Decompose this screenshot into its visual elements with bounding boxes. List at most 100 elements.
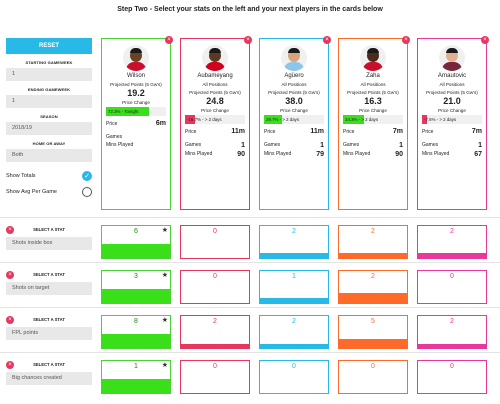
player-card[interactable]: × Wilson Projected Points (5 Gw's) 19.2 …: [101, 36, 173, 210]
player-card[interactable]: × Arnautovic All Positions Projected Poi…: [417, 36, 489, 210]
star-icon: ★: [161, 272, 168, 279]
price-change-fill: [106, 107, 150, 116]
games-row: Games 1: [339, 142, 407, 149]
stat-cell: 6 ★: [101, 225, 171, 259]
player-card[interactable]: × Zaha All Positions Projected Points (5…: [338, 36, 410, 210]
ending-gameweek-label: ENDING GAMEWEEK: [27, 87, 71, 92]
player-avatar: [202, 45, 228, 71]
stat-bar: [260, 344, 328, 348]
price-change-fill: [264, 115, 282, 124]
price-change-bar: -16.7% - > 2 days: [185, 115, 245, 124]
price-change-text: -16.7% - > 2 days: [187, 117, 222, 122]
stat-bar: [339, 293, 407, 303]
remove-player-icon[interactable]: ×: [481, 36, 489, 44]
select-stat-label: SELECT A STAT: [33, 317, 65, 322]
ending-gameweek-input[interactable]: 1: [6, 95, 92, 108]
price-change-label: Price Change: [122, 100, 150, 105]
games-value: 1: [478, 142, 482, 149]
stat-value: 2: [450, 228, 454, 235]
stat-bar: [102, 334, 170, 348]
games-row: Games: [102, 134, 170, 140]
stat-bar: [339, 339, 407, 348]
price-value: 7m: [392, 128, 403, 135]
mins-row: Mins Played 90: [339, 151, 407, 158]
mins-row: Mins Played 67: [418, 151, 486, 158]
price-change-text: 72.3% - Tonight: [108, 109, 139, 114]
stat-cell: 8 ★: [101, 315, 171, 349]
stat-value: 2: [371, 273, 375, 280]
stat-bar: [339, 253, 407, 258]
player-name: Agüero: [284, 73, 304, 79]
stat-select[interactable]: Big chances created: [6, 372, 92, 385]
home-away-label: HOME OR AWAY: [32, 141, 66, 146]
stat-row: × SELECT A STAT Big chances created 1 ★ …: [0, 360, 500, 404]
remove-stat-icon[interactable]: ×: [6, 316, 14, 324]
player-card[interactable]: × Agüero All Positions Projected Points …: [259, 36, 331, 210]
projected-points-value: 19.2: [127, 88, 145, 98]
stat-cell: 0: [259, 360, 329, 394]
price-value: 6m: [155, 120, 166, 127]
player-name: Zaha: [366, 73, 380, 79]
stat-cell: 2: [417, 225, 487, 259]
stat-select[interactable]: FPL points: [6, 327, 92, 340]
season-select[interactable]: 2018/19: [6, 122, 92, 135]
stat-bar: [102, 244, 170, 258]
player-name: Wilson: [126, 73, 145, 79]
show-avg-radio[interactable]: [82, 187, 92, 197]
mins-label: Mins Played: [422, 151, 450, 157]
projected-points-label: Projected Points (5 Gw's): [189, 90, 241, 95]
mins-value: 90: [237, 151, 245, 158]
stat-selector: × SELECT A STAT Shots on target: [6, 270, 92, 295]
games-label: Games: [264, 142, 281, 148]
stat-selector: × SELECT A STAT FPL points: [6, 315, 92, 340]
row-divider: [0, 352, 500, 353]
remove-stat-icon[interactable]: ×: [6, 271, 14, 279]
starting-gameweek-input[interactable]: 1: [6, 68, 92, 81]
price-change-label: Price Change: [201, 108, 229, 113]
games-value: 1: [399, 142, 403, 149]
stat-value: 0: [371, 363, 375, 370]
player-name: Arnautovic: [437, 73, 467, 79]
stat-cell: 0: [338, 360, 408, 394]
remove-player-icon[interactable]: ×: [165, 36, 173, 44]
price-row: Price 11m: [260, 128, 328, 135]
stat-cell: 2: [338, 270, 408, 304]
player-name: Aubameyang: [197, 73, 233, 79]
starting-gameweek-label: STARTING GAMEWEEK: [25, 60, 73, 65]
games-value: 1: [241, 142, 245, 149]
games-value: 1: [320, 142, 324, 149]
player-position: All Positions: [360, 82, 386, 87]
show-totals-radio[interactable]: ✓: [82, 171, 92, 181]
mins-label: Mins Played: [106, 142, 134, 148]
projected-points-value: 24.8: [206, 96, 224, 106]
stat-select[interactable]: Shots inside box: [6, 237, 92, 250]
stat-cell: 0: [180, 270, 250, 304]
games-row: Games 1: [260, 142, 328, 149]
stat-selector: × SELECT A STAT Big chances created: [6, 360, 92, 385]
stat-value: 2: [292, 228, 296, 235]
projected-points-value: 21.0: [443, 96, 461, 106]
price-change-fill: [422, 115, 427, 124]
remove-stat-icon[interactable]: ×: [6, 226, 14, 234]
games-row: Games 1: [418, 142, 486, 149]
projected-points-label: Projected Points (5 Gw's): [110, 82, 162, 87]
remove-player-icon[interactable]: ×: [323, 36, 331, 44]
remove-stat-icon[interactable]: ×: [6, 361, 14, 369]
price-change-bar: 34.3% - > 2 days: [343, 115, 403, 124]
stat-cell: 1: [259, 270, 329, 304]
price-label: Price: [422, 128, 434, 135]
stat-value: 1: [134, 363, 138, 370]
stat-select[interactable]: Shots on target: [6, 282, 92, 295]
stat-value: 6: [134, 228, 138, 235]
show-totals-label: Show Totals: [6, 173, 36, 179]
show-totals-option[interactable]: Show Totals ✓: [6, 170, 92, 182]
price-row: Price 7m: [339, 128, 407, 135]
home-away-select[interactable]: Both: [6, 149, 92, 162]
remove-player-icon[interactable]: ×: [402, 36, 410, 44]
show-avg-option[interactable]: Show Avg Per Game: [6, 186, 92, 198]
reset-button[interactable]: RESET: [6, 38, 92, 54]
player-card[interactable]: × Aubameyang All Positions Projected Poi…: [180, 36, 252, 210]
star-icon: ★: [161, 227, 168, 234]
stat-value: 8: [134, 318, 138, 325]
remove-player-icon[interactable]: ×: [244, 36, 252, 44]
